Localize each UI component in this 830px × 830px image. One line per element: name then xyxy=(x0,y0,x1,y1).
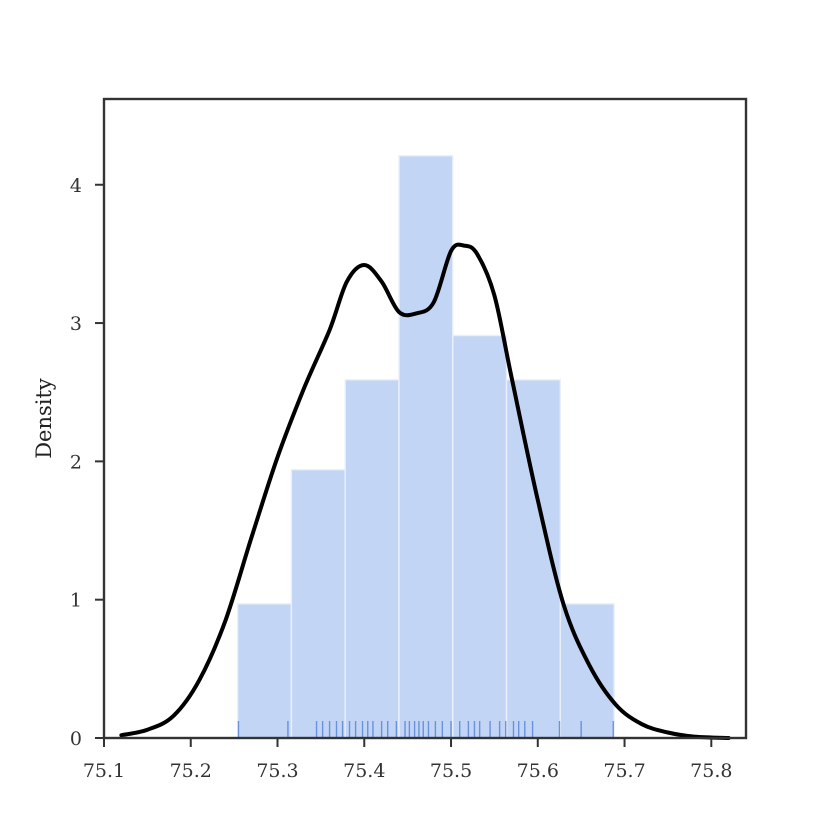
x-tick-label-4: 75.4 xyxy=(343,760,385,782)
rug-marks xyxy=(237,721,614,737)
y-tick-label-2: 1 xyxy=(70,590,82,612)
histogram-bar-4 xyxy=(398,155,454,739)
x-tick-label-1: 75.1 xyxy=(83,760,125,782)
y-tick-label-5: 4 xyxy=(70,175,82,197)
y-axis-label: Density xyxy=(32,378,56,459)
histogram-bar-2 xyxy=(290,468,346,739)
x-tick-label-2: 75.2 xyxy=(170,760,212,782)
x-tick-label-6: 75.6 xyxy=(517,760,559,782)
x-tick-label-5: 75.5 xyxy=(430,760,472,782)
y-tick-label-4: 3 xyxy=(70,313,82,335)
x-axis-ticks: 75.1 75.2 75.3 75.4 75.5 75.6 75.7 75.8 xyxy=(83,738,732,782)
kde-curve xyxy=(119,242,731,740)
histogram-bar-5 xyxy=(452,334,508,739)
plot-frame xyxy=(102,97,748,740)
y-tick-label-3: 2 xyxy=(70,451,82,473)
histogram-bar-1 xyxy=(236,603,293,739)
y-tick-label-1: 0 xyxy=(70,728,82,750)
histogram-bar-3 xyxy=(344,379,400,739)
kde-curve-group xyxy=(119,242,731,740)
x-tick-label-8: 75.8 xyxy=(690,760,732,782)
x-tick-label-3: 75.3 xyxy=(256,760,298,782)
x-tick-label-7: 75.7 xyxy=(603,760,645,782)
histogram-bars xyxy=(236,155,615,739)
y-axis-ticks: 0 1 2 3 4 xyxy=(70,175,104,750)
